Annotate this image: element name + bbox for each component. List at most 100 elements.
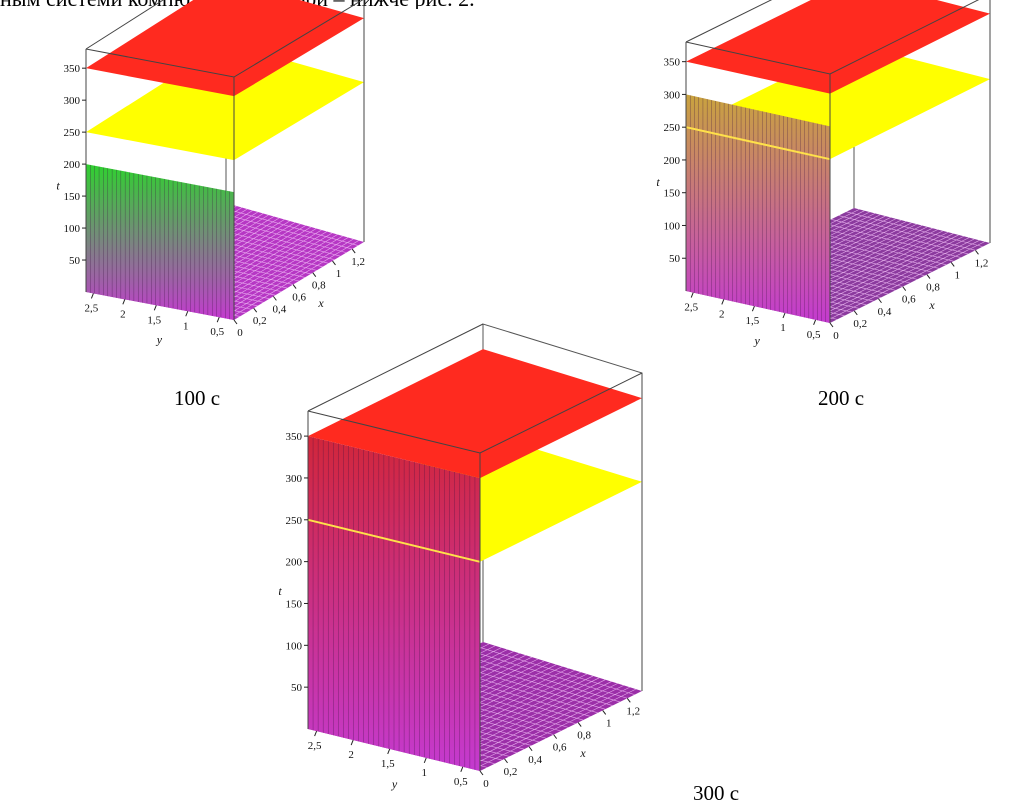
z-tick-label: 250 [64, 127, 81, 139]
red-top-plane [86, 0, 364, 97]
y-axis-label: y [391, 777, 398, 791]
x-axis-label: x [928, 298, 935, 312]
y-tick [690, 292, 694, 298]
yellow-intersection-line [685, 126, 831, 161]
y-tick-label: 0,5 [454, 776, 468, 788]
z-tick-label: 250 [664, 122, 681, 134]
x-tick [902, 286, 907, 291]
z-tick-label: 200 [664, 155, 681, 167]
x-tick-label: 0,2 [253, 315, 267, 327]
x-tick [253, 307, 258, 313]
x-axis-label: x [317, 296, 324, 310]
z-axis-label: t [56, 179, 60, 193]
z-tick-label: 50 [291, 682, 303, 694]
x-axis-label: x [579, 746, 586, 760]
y-tick-label: 2 [719, 308, 725, 320]
z-tick-label: 150 [664, 188, 681, 200]
header-text: ным системи компютерної алгебри – нижче … [0, 0, 900, 9]
x-tick [312, 272, 317, 278]
front-wall-stripes [312, 437, 476, 770]
z-tick-label: 200 [286, 557, 303, 569]
x-tick [602, 710, 607, 715]
z-tick-label: 100 [286, 640, 303, 652]
x-tick-label: 0,2 [853, 318, 867, 330]
z-axis-label: t [278, 584, 282, 598]
y-tick [423, 757, 427, 764]
y-tick [813, 319, 817, 325]
x-tick [528, 746, 533, 752]
z-tick-label: 100 [664, 220, 681, 232]
x-tick-label: 1 [606, 717, 612, 729]
y-axis-label: y [754, 334, 761, 348]
y-tick [387, 748, 391, 755]
x-tick-label: 1,2 [626, 705, 640, 717]
z-tick-label: 100 [64, 223, 81, 235]
x-tick-label: 1,2 [351, 256, 365, 268]
x-tick-label: 0,8 [312, 280, 326, 292]
x-tick [351, 248, 356, 254]
x-tick-label: 0,4 [528, 754, 542, 766]
x-tick-label: 1,2 [975, 257, 989, 269]
frame-top-back-edge [85, 0, 165, 50]
caption-100s: 100 с [174, 386, 221, 410]
z-tick-label: 50 [69, 255, 81, 267]
y-tick-label: 2 [120, 308, 126, 320]
y-tick [350, 739, 354, 746]
z-tick-label: 300 [64, 95, 81, 107]
y-tick [721, 299, 725, 305]
z-tick-label: 250 [286, 515, 303, 527]
x-tick-label: 0,4 [273, 303, 287, 315]
caption-300s: 300 с [693, 781, 740, 805]
x-tick-label: 0,6 [553, 742, 567, 754]
z-tick-label: 350 [64, 63, 81, 75]
front-wall-stripes [90, 164, 230, 320]
red-top-plane [308, 349, 642, 479]
z-tick-label: 150 [64, 191, 81, 203]
x-tick [878, 298, 882, 304]
y-tick-label: 1 [780, 322, 786, 334]
y-tick-label: 1,5 [381, 758, 395, 770]
x-tick [577, 722, 582, 727]
y-tick [216, 317, 220, 323]
x-tick-label: 0 [237, 327, 243, 339]
y-tick-label: 2,5 [85, 302, 99, 314]
x-tick [975, 249, 979, 255]
y-tick-label: 2,5 [308, 740, 322, 752]
z-tick-label: 300 [664, 89, 681, 101]
y-tick-label: 0,5 [210, 326, 224, 338]
y-tick [90, 293, 94, 299]
y-tick-label: 0,5 [807, 329, 821, 341]
y-tick [314, 730, 318, 737]
plot-100s: 50 100 150 200 250 300 350 t 0 0,2 0,4 0,6 0,8 1 1,2 x 2… [0, 0, 400, 370]
x-tick [233, 319, 238, 325]
x-tick-label: 0,2 [504, 766, 518, 778]
z-tick-label: 350 [286, 431, 303, 443]
z-axis-label: t [656, 175, 660, 189]
x-tick-label: 0,6 [902, 294, 916, 306]
x-tick [553, 734, 558, 739]
y-tick [751, 306, 755, 312]
x-tick [292, 284, 297, 289]
y-tick [122, 299, 126, 305]
z-tick-label: 350 [664, 57, 681, 69]
x-tick-label: 0,4 [878, 306, 892, 318]
x-tick [272, 296, 277, 301]
y-tick [782, 312, 786, 319]
x-tick-label: 1 [954, 269, 960, 281]
y-tick-label: 1,5 [746, 315, 760, 327]
x-tick [479, 770, 484, 776]
x-tick [504, 758, 508, 764]
red-top-plane [686, 0, 990, 94]
yellow-intersection-line [307, 518, 481, 563]
y-tick-label: 2,5 [684, 302, 698, 314]
frame-top-back-edge [685, 0, 773, 43]
y-axis-label: y [156, 332, 163, 346]
x-tick [332, 260, 336, 266]
z-tick-label: 50 [669, 253, 681, 265]
plot-200s: 50 100 150 200 250 300 350 t 0 0,2 0,4 0,6 0,8 1 1,2 x 2… [640, 0, 1012, 370]
z-tick-label: 150 [286, 598, 303, 610]
y-tick-label: 1,5 [147, 314, 161, 326]
x-tick [626, 697, 631, 703]
x-tick-label: 0,8 [577, 730, 591, 742]
frame-top-back-edge [307, 323, 484, 412]
